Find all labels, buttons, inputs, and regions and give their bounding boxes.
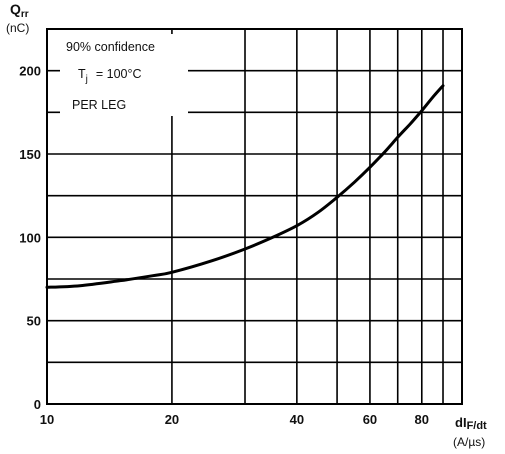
- y-axis-unit: (nC): [6, 21, 29, 35]
- annotation-tj: Tj = 100°C: [78, 67, 142, 85]
- y-axis-symbol-sub: rr: [21, 9, 29, 20]
- y-tick-labels: 0 50 100 150 200: [19, 64, 41, 412]
- x-tick-labels: 10 20 40 60 80: [40, 412, 429, 427]
- x-tick-label: 60: [363, 412, 377, 427]
- annotation-per-leg: PER LEG: [72, 98, 126, 112]
- x-tick-label: 40: [290, 412, 304, 427]
- annotation-confidence: 90% confidence: [66, 40, 155, 54]
- x-axis-unit: (A/µs): [453, 435, 485, 449]
- annotation-tj-sub: j: [85, 74, 88, 85]
- annotation-background: [60, 34, 188, 116]
- x-tick-label: 20: [165, 412, 179, 427]
- y-axis-symbol: Qrr: [10, 1, 29, 20]
- x-axis-label: dIF/dt: [455, 415, 487, 432]
- y-tick-label: 50: [27, 314, 41, 329]
- x-tick-label: 80: [415, 412, 429, 427]
- series-curve: [45, 84, 445, 289]
- x-tick-label: 10: [40, 412, 54, 427]
- y-tick-label: 200: [19, 64, 41, 79]
- y-tick-label: 100: [19, 230, 41, 245]
- grid: [47, 29, 462, 404]
- plot-frame: [46, 28, 463, 405]
- x-axis-label-sub: F/dt: [467, 420, 487, 432]
- y-tick-label: 150: [19, 147, 41, 162]
- y-tick-label: 0: [34, 397, 41, 412]
